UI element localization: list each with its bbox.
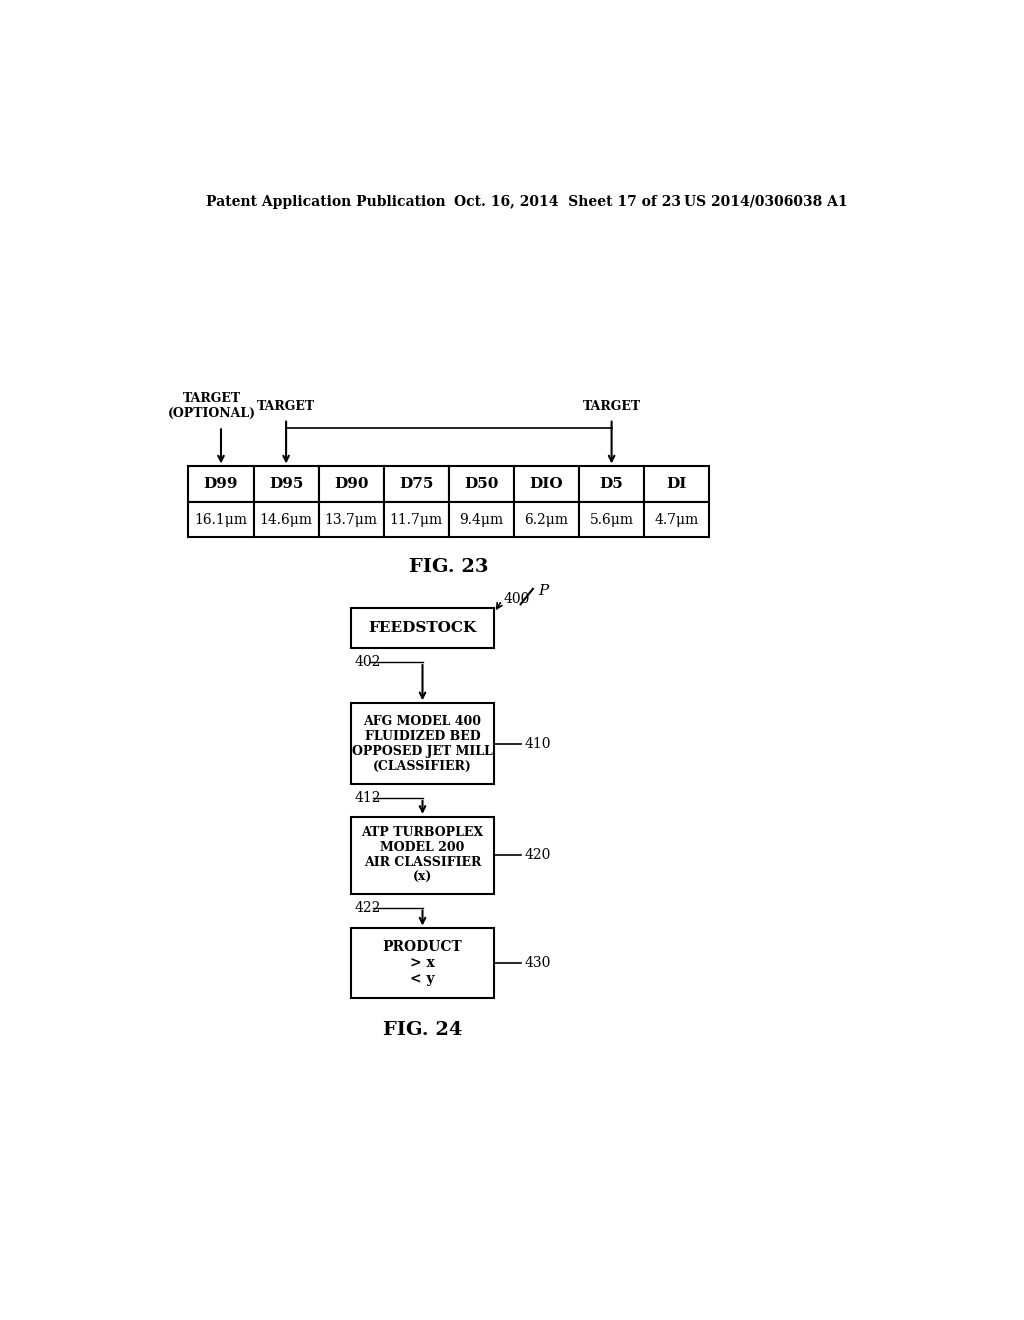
Bar <box>449 466 514 502</box>
Bar <box>384 502 449 537</box>
Bar <box>351 817 495 894</box>
Text: AFG MODEL 400
FLUIDIZED BED
OPPOSED JET MILL
(CLASSIFIER): AFG MODEL 400 FLUIDIZED BED OPPOSED JET … <box>352 714 493 772</box>
Bar <box>644 502 710 537</box>
Text: D75: D75 <box>399 477 433 491</box>
Bar <box>254 466 318 502</box>
Text: TARGET: TARGET <box>583 400 641 412</box>
Text: 16.1μm: 16.1μm <box>195 512 248 527</box>
Bar <box>579 466 644 502</box>
Text: 6.2μm: 6.2μm <box>524 512 568 527</box>
Text: FIG. 23: FIG. 23 <box>410 557 488 576</box>
Text: US 2014/0306038 A1: US 2014/0306038 A1 <box>684 194 848 209</box>
Bar <box>449 502 514 537</box>
Text: P: P <box>539 585 549 598</box>
Text: 4.7μm: 4.7μm <box>654 512 698 527</box>
Text: 430: 430 <box>524 956 551 970</box>
Bar <box>514 466 579 502</box>
Text: D50: D50 <box>464 477 499 491</box>
Text: ATP TURBOPLEX
MODEL 200
AIR CLASSIFIER
(x): ATP TURBOPLEX MODEL 200 AIR CLASSIFIER (… <box>361 826 483 884</box>
Text: 14.6μm: 14.6μm <box>260 512 312 527</box>
Text: Patent Application Publication: Patent Application Publication <box>206 194 445 209</box>
Text: TARGET
(OPTIONAL): TARGET (OPTIONAL) <box>168 392 256 420</box>
Bar <box>514 502 579 537</box>
Text: DIO: DIO <box>529 477 563 491</box>
Text: 5.6μm: 5.6μm <box>590 512 634 527</box>
Text: 9.4μm: 9.4μm <box>460 512 504 527</box>
Bar <box>318 466 384 502</box>
Text: 402: 402 <box>354 655 381 669</box>
Bar <box>318 502 384 537</box>
Text: D95: D95 <box>269 477 303 491</box>
Bar <box>188 502 254 537</box>
Text: D90: D90 <box>334 477 369 491</box>
Bar <box>579 502 644 537</box>
Text: FIG. 24: FIG. 24 <box>383 1022 462 1039</box>
Text: DI: DI <box>667 477 687 491</box>
Text: 422: 422 <box>354 900 381 915</box>
Bar <box>384 466 449 502</box>
Bar <box>351 704 495 784</box>
Text: 410: 410 <box>524 737 551 751</box>
Bar <box>351 609 495 648</box>
Bar <box>644 466 710 502</box>
Bar <box>254 502 318 537</box>
Text: FEEDSTOCK: FEEDSTOCK <box>369 622 476 635</box>
Text: D5: D5 <box>600 477 624 491</box>
Text: Oct. 16, 2014  Sheet 17 of 23: Oct. 16, 2014 Sheet 17 of 23 <box>454 194 681 209</box>
Text: D99: D99 <box>204 477 239 491</box>
Text: 412: 412 <box>354 791 381 805</box>
Text: 13.7μm: 13.7μm <box>325 512 378 527</box>
Text: 11.7μm: 11.7μm <box>390 512 442 527</box>
Text: TARGET: TARGET <box>257 400 315 412</box>
Bar <box>351 928 495 998</box>
Text: 420: 420 <box>524 849 551 862</box>
Text: 400: 400 <box>504 591 529 606</box>
Text: PRODUCT
> x
< y: PRODUCT > x < y <box>383 940 463 986</box>
Bar <box>188 466 254 502</box>
